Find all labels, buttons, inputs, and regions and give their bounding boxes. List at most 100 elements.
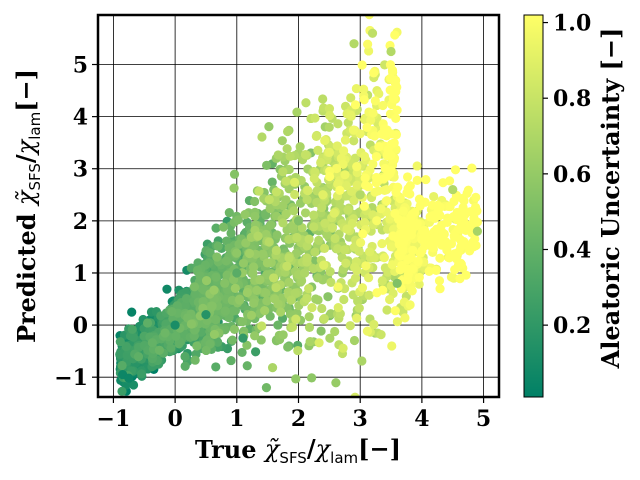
scatter-point bbox=[383, 267, 393, 277]
scatter-point bbox=[309, 222, 319, 232]
scatter-point bbox=[458, 202, 468, 213]
scatter-point bbox=[272, 230, 282, 240]
scatter-point bbox=[323, 292, 333, 302]
scatter-point bbox=[349, 136, 359, 146]
scatter-point bbox=[285, 151, 295, 161]
scatter-point bbox=[451, 193, 462, 203]
scatter-point bbox=[180, 351, 190, 362]
scatter-point bbox=[316, 157, 326, 168]
scatter-point bbox=[253, 231, 263, 241]
scatter-point bbox=[343, 205, 353, 215]
scatter-point bbox=[417, 246, 427, 256]
scatter-point bbox=[292, 107, 302, 117]
scatter-point bbox=[434, 276, 445, 286]
scatter-point bbox=[278, 330, 288, 340]
scatter-point bbox=[257, 321, 267, 331]
scatter-point bbox=[391, 113, 401, 124]
scatter-point bbox=[317, 303, 327, 314]
scatter-point bbox=[364, 247, 375, 257]
scatter-point bbox=[250, 347, 261, 357]
scatter-point bbox=[362, 326, 373, 336]
scatter-point bbox=[282, 261, 292, 271]
scatter-point bbox=[242, 361, 252, 371]
scatter-point bbox=[364, 290, 374, 300]
scatter-point bbox=[325, 110, 335, 121]
scatter-point bbox=[262, 296, 272, 306]
x-tick-label: −1 bbox=[97, 406, 131, 432]
scatter-point bbox=[278, 200, 288, 211]
scatter-point bbox=[386, 46, 396, 57]
scatter-point bbox=[379, 174, 389, 184]
scatter-point bbox=[305, 336, 315, 347]
scatter-point bbox=[349, 39, 359, 49]
scatter-point bbox=[388, 93, 399, 104]
scatter-point bbox=[229, 169, 240, 179]
scatter-point bbox=[237, 317, 248, 327]
scatter-point bbox=[349, 196, 359, 206]
scatter-point bbox=[269, 273, 279, 283]
scatter-point bbox=[350, 273, 361, 283]
scatter-point bbox=[261, 288, 271, 298]
scatter-point bbox=[304, 284, 314, 294]
scatter-point bbox=[260, 306, 270, 316]
scatter-point bbox=[290, 288, 300, 298]
scatter-point bbox=[211, 314, 221, 325]
scatter-point bbox=[201, 345, 211, 356]
scatter-point bbox=[346, 110, 356, 120]
scatter-point bbox=[271, 187, 282, 197]
scatter-point bbox=[340, 170, 350, 180]
scatter-point bbox=[209, 285, 219, 295]
scatter-point bbox=[287, 322, 298, 332]
scatter-point bbox=[244, 248, 255, 259]
scatter-point bbox=[180, 361, 190, 371]
scatter-point bbox=[376, 330, 386, 340]
scatter-point bbox=[331, 163, 342, 174]
colorbar-label: Aleatoric Uncertainty [−] bbox=[596, 28, 625, 370]
scatter-point bbox=[133, 352, 144, 362]
scatter-point bbox=[371, 172, 382, 183]
scatter-point bbox=[364, 46, 374, 56]
scatter-point bbox=[386, 242, 397, 252]
scatter-point bbox=[224, 208, 234, 218]
scatter-point bbox=[450, 165, 461, 175]
scatter-point bbox=[330, 233, 340, 244]
scatter-point bbox=[324, 147, 335, 157]
scatter-point bbox=[391, 187, 401, 198]
scatter-point bbox=[326, 309, 336, 319]
colorbar-tick-label: 0.2 bbox=[553, 313, 591, 339]
scatter-point bbox=[370, 96, 380, 106]
scatter-point bbox=[359, 84, 369, 94]
scatter-point bbox=[355, 238, 366, 248]
scatter-point bbox=[352, 180, 362, 190]
scatter-point bbox=[233, 215, 243, 225]
x-ticks: −1 0 1 2 3 4 5 bbox=[97, 397, 491, 432]
scatter-point bbox=[117, 386, 127, 396]
scatter-point bbox=[302, 293, 312, 304]
scatter-point bbox=[366, 115, 376, 126]
scatter-point bbox=[400, 313, 410, 323]
scatter-point bbox=[209, 329, 220, 340]
x-axis-label: True χ̃SFS/χlam[−] bbox=[195, 434, 401, 467]
scatter-point bbox=[364, 273, 374, 283]
scatter-point bbox=[359, 151, 370, 161]
scatter-point bbox=[327, 223, 338, 233]
scatter-point bbox=[311, 131, 321, 141]
scatter-point bbox=[230, 283, 240, 293]
scatter-point bbox=[352, 162, 362, 172]
scatter-point bbox=[390, 306, 400, 316]
colorbar-tick-label: 0.4 bbox=[553, 237, 591, 263]
scatter-point bbox=[403, 184, 413, 194]
scatter-point bbox=[302, 253, 312, 263]
y-ticks: −1 0 1 2 3 4 5 bbox=[54, 53, 98, 391]
scatter-point bbox=[385, 60, 396, 70]
scatter-point bbox=[237, 347, 247, 358]
scatter-point bbox=[405, 300, 415, 310]
scatter-point bbox=[465, 207, 475, 217]
scatter-point bbox=[379, 185, 390, 195]
scatter-point bbox=[392, 317, 403, 327]
scatter-point bbox=[292, 232, 302, 243]
scatter-point bbox=[211, 272, 221, 282]
scatter-point bbox=[249, 298, 259, 308]
scatter-point bbox=[222, 270, 232, 280]
